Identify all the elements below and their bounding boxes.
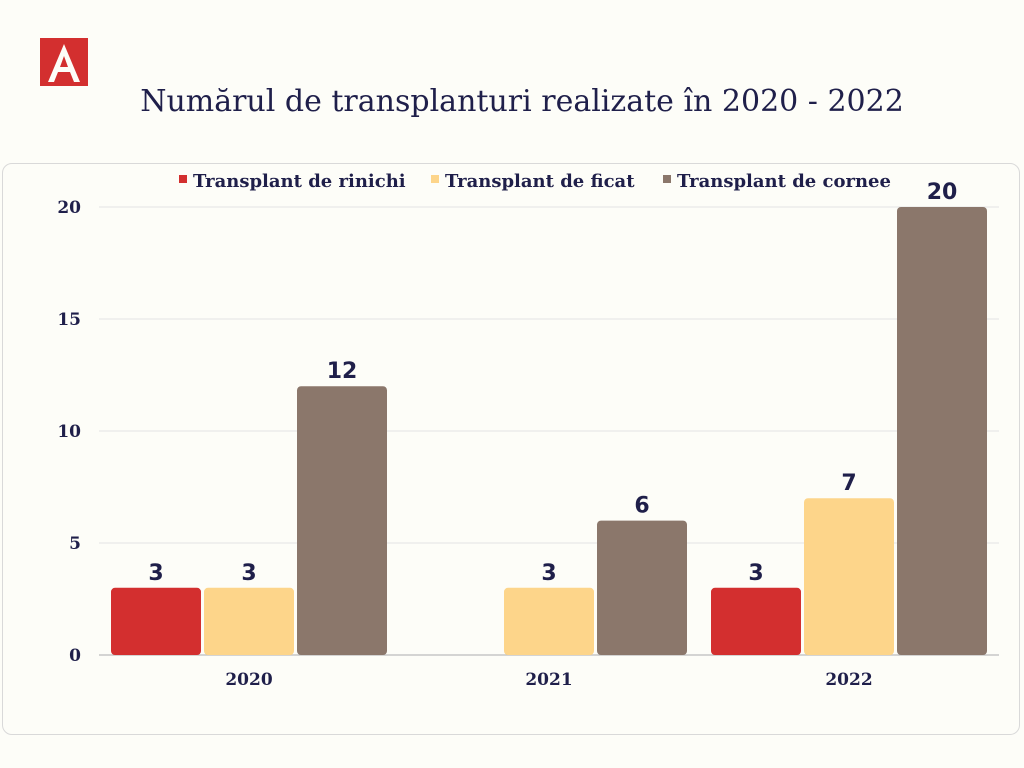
data-label: 3 [148,561,163,586]
bar [504,587,594,655]
bar [297,386,387,655]
data-label: 3 [241,561,256,586]
bar [204,587,294,655]
legend-swatch [431,175,439,183]
y-tick-label: 10 [57,422,81,442]
bar [111,587,201,655]
data-label: 7 [841,471,856,496]
bar [711,587,801,655]
y-tick-label: 0 [69,646,81,666]
data-label: 20 [927,180,958,205]
legend-label: Transplant de rinichi [193,171,406,192]
data-label: 3 [541,561,556,586]
y-tick-label: 20 [57,198,81,218]
legend-label: Transplant de ficat [445,171,635,192]
legend-label: Transplant de cornee [677,171,891,192]
y-tick-label: 5 [69,534,81,554]
legend-swatch [663,175,671,183]
y-tick-label: 15 [57,310,81,330]
page-title: Numărul de transplanturi realizate în 20… [140,84,904,119]
legend-swatch [179,175,187,183]
data-label: 6 [634,494,649,519]
brand-logo [40,38,88,86]
bar-chart: 0 5 10 15 20 3 3 12 2020 3 6 2021 3 7 20 2022 Transplant… [57,171,999,690]
x-tick-label: 2021 [525,670,572,690]
data-label: 12 [327,359,358,384]
x-tick-label: 2020 [225,670,272,690]
chart-panel: 0 5 10 15 20 3 3 12 2020 3 6 2021 3 7 20 2022 Transplant… [2,163,1020,735]
data-label: 3 [748,561,763,586]
x-tick-label: 2022 [825,670,872,690]
bar [897,207,987,655]
bar [597,520,687,655]
bar [804,498,894,655]
logo-a-icon [48,44,80,82]
